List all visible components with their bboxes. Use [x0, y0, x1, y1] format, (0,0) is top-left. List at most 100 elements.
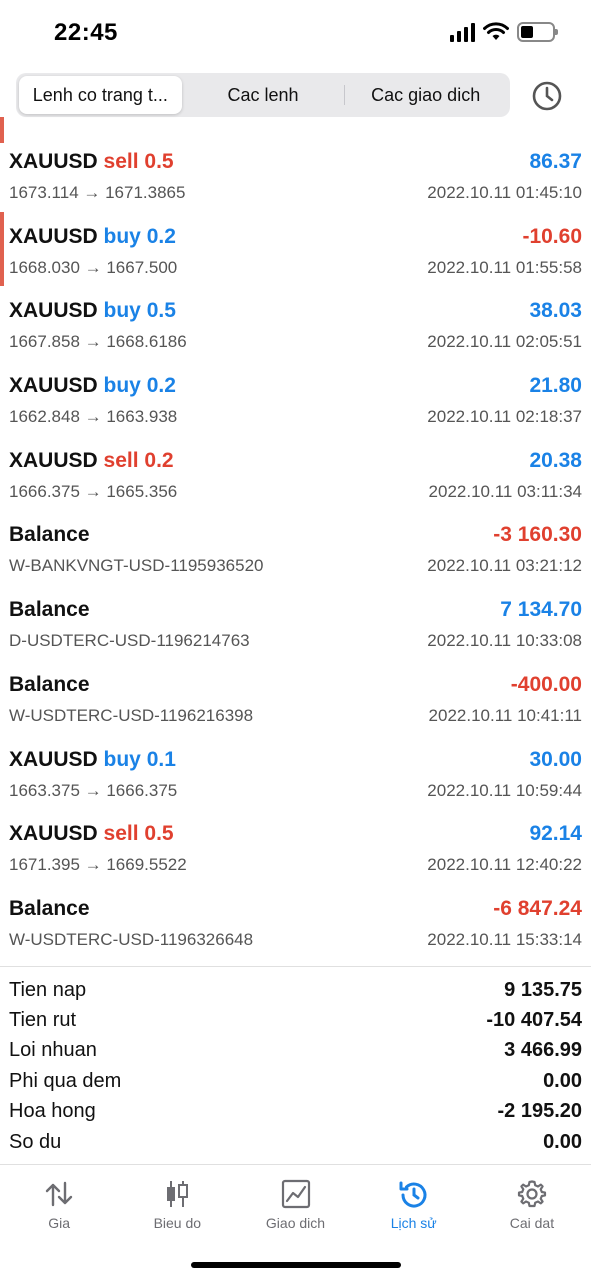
tab-settings[interactable]: Cai dat: [473, 1165, 591, 1280]
tab-trade[interactable]: Giao dich: [236, 1165, 354, 1280]
segment-open-positions[interactable]: Lenh co trang t...: [19, 76, 182, 114]
deal-title: XAUUSD buy 0.2: [9, 374, 176, 398]
summary-withdrawal: Tien rut -10 407.54: [9, 1009, 582, 1032]
deal-time: 2022.10.11 03:11:34: [428, 481, 582, 501]
tab-chart[interactable]: Bieu do: [118, 1165, 236, 1280]
deal-symbol: XAUUSD: [9, 747, 98, 771]
list-item[interactable]: XAUUSD sell 0.5 92.14 1671.395 → 1669.5522…: [0, 809, 591, 884]
deal-detail: W-BANKVNGT-USD-1195936520: [9, 556, 264, 576]
wifi-icon: [483, 22, 509, 40]
deal-side: sell 0.5: [103, 822, 174, 846]
clock-icon[interactable]: [530, 79, 564, 113]
list-item[interactable]: Balance -6 847.24 W-USDTERC-USD-1196326648…: [0, 884, 591, 959]
list-item[interactable]: Balance -400.00 W-USDTERC-USD-1196216398 20…: [0, 660, 591, 735]
list-item[interactable]: XAUUSD buy 0.2 -10.60 1668.030 → 1667.500 2…: [0, 211, 591, 287]
deal-time: 2022.10.11 10:41:11: [428, 705, 582, 725]
deal-symbol: XAUUSD: [9, 374, 98, 398]
deal-time: 2022.10.11 01:45:10: [427, 183, 582, 202]
deal-detail: W-USDTERC-USD-1196216398: [9, 705, 254, 725]
list-item-partial[interactable]: [0, 117, 591, 143]
deal-profit: 21.80: [529, 374, 582, 398]
deal-symbol: Balance: [9, 598, 90, 622]
deal-symbol: XAUUSD: [9, 224, 98, 248]
deal-side: sell 0.2: [103, 448, 174, 472]
summary-balance: So du 0.00: [9, 1130, 582, 1153]
battery-icon: [517, 22, 558, 42]
deal-profit: 86.37: [529, 150, 582, 173]
history-icon: [399, 1181, 427, 1208]
deal-symbol: XAUUSD: [9, 150, 98, 173]
status-icons: [450, 22, 558, 42]
deal-profit: 38.03: [529, 299, 582, 323]
tab-history[interactable]: Lịch sử: [355, 1165, 473, 1280]
deal-time: 2022.10.11 10:33:08: [427, 631, 582, 651]
deal-title: XAUUSD buy 0.1: [9, 748, 176, 772]
deal-detail: W-USDTERC-USD-1196326648: [9, 929, 254, 949]
deal-profit: -6 847.24: [493, 896, 582, 920]
list-item[interactable]: XAUUSD sell 0.5 86.37 1673.114 → 1671.3865…: [0, 137, 591, 212]
row-marker: [0, 117, 4, 143]
deal-time: 2022.10.11 01:55:58: [427, 257, 582, 277]
deal-symbol: XAUUSD: [9, 448, 98, 472]
deal-detail: 1673.114 → 1671.3865: [9, 183, 186, 202]
candlestick-icon: [167, 1181, 189, 1207]
deal-time: 2022.10.11 15:33:14: [427, 929, 582, 949]
deal-detail: 1666.375 → 1665.356: [9, 481, 178, 501]
deal-profit: -400.00: [510, 672, 582, 696]
deal-title: Balance: [9, 673, 90, 697]
status-time: 22:45: [54, 19, 118, 46]
deal-profit: -10.60: [522, 224, 582, 248]
deal-symbol: XAUUSD: [9, 299, 98, 323]
deal-side: buy 0.2: [103, 224, 176, 248]
segment-orders[interactable]: Cac lenh: [227, 84, 299, 105]
home-indicator: [191, 1262, 401, 1268]
summary-deposit: Tien nap 9 135.75: [9, 978, 582, 1001]
deal-title: XAUUSD sell 0.5: [9, 150, 174, 174]
list-item[interactable]: XAUUSD sell 0.2 20.38 1666.375 → 1665.356 2…: [0, 436, 591, 511]
tab-quotes[interactable]: Gia: [0, 1165, 118, 1280]
trade-chart-icon: [281, 1179, 310, 1209]
deal-symbol: Balance: [9, 896, 90, 920]
deal-time: 2022.10.11 02:05:51: [427, 332, 582, 352]
deal-profit: 20.38: [529, 448, 582, 472]
deal-title: XAUUSD buy 0.2: [9, 225, 176, 249]
list-item[interactable]: XAUUSD buy 0.1 30.00 1663.375 → 1666.375 20…: [0, 735, 591, 810]
deal-title: XAUUSD sell 0.2: [9, 449, 174, 473]
list-item[interactable]: XAUUSD buy 0.2 21.80 1662.848 → 1663.938 20…: [0, 361, 591, 436]
deal-detail: 1662.848 → 1663.938: [9, 407, 178, 427]
deal-title: Balance: [9, 523, 90, 547]
summary-commission: Hoa hong -2 195.20: [9, 1100, 582, 1123]
deal-title: Balance: [9, 598, 90, 622]
status-bar: 22:45: [0, 0, 591, 66]
deal-detail: 1668.030 → 1667.500: [9, 257, 178, 277]
deal-profit: 92.14: [529, 822, 582, 846]
summary-panel: Tien nap 9 135.75 Tien rut -10 407.54 Loi …: [0, 975, 591, 1157]
history-segmented-control: Lenh co trang t... Cac lenh Cac giao dic…: [16, 73, 510, 117]
list-item[interactable]: XAUUSD buy 0.5 38.03 1667.858 → 1668.6186 2…: [0, 286, 591, 361]
list-item[interactable]: Balance 7 134.70 D-USDTERC-USD-1196214763 2…: [0, 585, 591, 660]
deal-time: 2022.10.11 02:18:37: [427, 407, 582, 427]
summary-profit: Loi nhuan 3 466.99: [9, 1039, 582, 1062]
deals-list[interactable]: XAUUSD sell 0.5 86.37 1673.114 → 1671.3865…: [0, 117, 591, 963]
deal-side: buy 0.1: [103, 747, 176, 771]
deal-profit: 30.00: [529, 747, 582, 771]
deal-time: 2022.10.11 03:21:12: [427, 556, 582, 576]
list-item[interactable]: Balance -3 160.30 W-BANKVNGT-USD-119593652…: [0, 510, 591, 585]
deal-detail: 1663.375 → 1666.375: [9, 780, 178, 800]
deal-title: XAUUSD buy 0.5: [9, 299, 176, 323]
deal-time: 2022.10.11 12:40:22: [427, 855, 582, 875]
cellular-signal-icon: [450, 22, 475, 42]
tab-bar: Gia Bieu do Giao dich Lịch sử Ca: [0, 1164, 591, 1280]
deal-title: XAUUSD sell 0.5: [9, 822, 174, 846]
deal-symbol: XAUUSD: [9, 822, 98, 846]
row-marker: [0, 211, 4, 287]
deal-detail: 1667.858 → 1668.6186: [9, 332, 187, 352]
arrows-updown-icon: [45, 1181, 73, 1207]
deal-detail: D-USDTERC-USD-1196214763: [9, 631, 250, 651]
segment-deals[interactable]: Cac giao dich: [344, 76, 507, 114]
summary-divider: [0, 966, 591, 967]
deal-time: 2022.10.11 10:59:44: [427, 780, 582, 800]
deal-detail: 1671.395 → 1669.5522: [9, 855, 187, 875]
deal-side: buy 0.2: [103, 374, 176, 398]
summary-swap: Phi qua dem 0.00: [9, 1069, 582, 1092]
